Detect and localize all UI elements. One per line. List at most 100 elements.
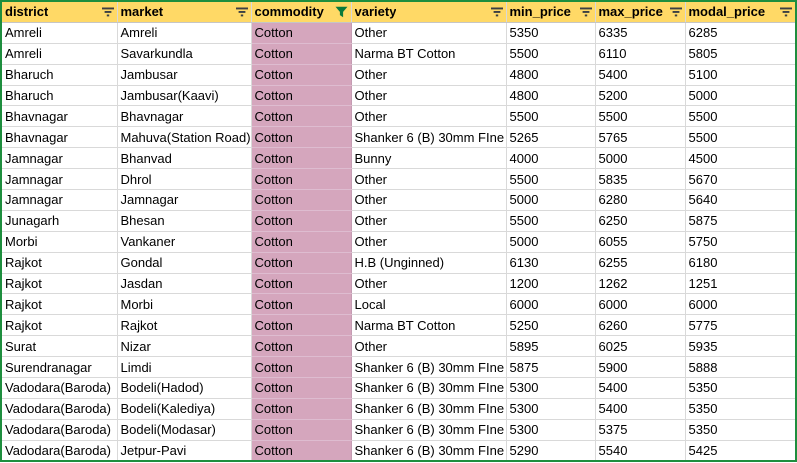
cell-variety[interactable]: Shanker 6 (B) 30mm FIne: [351, 440, 507, 460]
cell-commodity[interactable]: Cotton: [251, 189, 352, 211]
cell-min_price[interactable]: 5300: [506, 419, 596, 441]
cell-min_price[interactable]: 6000: [506, 293, 596, 316]
cell-variety[interactable]: Narma BT Cotton: [351, 314, 507, 337]
cell-market[interactable]: Jambusar(Kaavi): [117, 85, 252, 107]
column-header-min_price[interactable]: min_price: [506, 2, 596, 23]
cell-commodity[interactable]: Cotton: [251, 419, 352, 441]
cell-min_price[interactable]: 5895: [506, 335, 596, 358]
cell-market[interactable]: Savarkundla: [117, 43, 252, 65]
cell-max_price[interactable]: 6335: [595, 22, 686, 44]
cell-district[interactable]: Rajkot: [2, 293, 118, 316]
cell-commodity[interactable]: Cotton: [251, 210, 352, 232]
cell-commodity[interactable]: Cotton: [251, 335, 352, 358]
cell-commodity[interactable]: Cotton: [251, 252, 352, 274]
cell-variety[interactable]: Narma BT Cotton: [351, 43, 507, 65]
cell-market[interactable]: Mahuva(Station Road): [117, 126, 252, 149]
cell-market[interactable]: Jambusar: [117, 64, 252, 86]
filter-icon[interactable]: [669, 6, 682, 17]
cell-modal_price[interactable]: 5775: [685, 314, 795, 337]
cell-min_price[interactable]: 5290: [506, 440, 596, 460]
cell-min_price[interactable]: 5500: [506, 168, 596, 191]
filter-icon[interactable]: [101, 6, 114, 17]
filter-active-funnel-icon[interactable]: [335, 6, 348, 18]
cell-market[interactable]: Limdi: [117, 356, 252, 379]
filter-icon[interactable]: [490, 6, 503, 17]
cell-market[interactable]: Jetpur-Pavi: [117, 440, 252, 460]
cell-market[interactable]: Jasdan: [117, 273, 252, 295]
cell-max_price[interactable]: 1262: [595, 273, 686, 295]
column-header-commodity[interactable]: commodity: [251, 2, 352, 23]
cell-max_price[interactable]: 6110: [595, 43, 686, 65]
cell-min_price[interactable]: 5265: [506, 126, 596, 149]
cell-min_price[interactable]: 5500: [506, 210, 596, 232]
cell-market[interactable]: Gondal: [117, 252, 252, 274]
cell-modal_price[interactable]: 5350: [685, 377, 795, 399]
column-header-modal_price[interactable]: modal_price: [685, 2, 795, 23]
cell-district[interactable]: Amreli: [2, 43, 118, 65]
cell-market[interactable]: Bhesan: [117, 210, 252, 232]
cell-commodity[interactable]: Cotton: [251, 273, 352, 295]
cell-min_price[interactable]: 5000: [506, 231, 596, 253]
filter-icon[interactable]: [235, 6, 248, 17]
cell-commodity[interactable]: Cotton: [251, 377, 352, 399]
cell-modal_price[interactable]: 5875: [685, 210, 795, 232]
cell-variety[interactable]: Other: [351, 64, 507, 86]
cell-district[interactable]: Vadodara(Baroda): [2, 440, 118, 460]
cell-market[interactable]: Bodeli(Modasar): [117, 419, 252, 441]
filter-icon[interactable]: [779, 6, 792, 17]
cell-district[interactable]: Jamnagar: [2, 189, 118, 211]
cell-modal_price[interactable]: 5100: [685, 64, 795, 86]
cell-district[interactable]: Surendranagar: [2, 356, 118, 379]
cell-district[interactable]: Jamnagar: [2, 147, 118, 170]
cell-district[interactable]: Vadodara(Baroda): [2, 419, 118, 441]
cell-commodity[interactable]: Cotton: [251, 231, 352, 253]
cell-min_price[interactable]: 6130: [506, 252, 596, 274]
cell-commodity[interactable]: Cotton: [251, 440, 352, 460]
cell-variety[interactable]: Shanker 6 (B) 30mm FIne: [351, 126, 507, 149]
cell-market[interactable]: Rajkot: [117, 314, 252, 337]
cell-district[interactable]: Jamnagar: [2, 168, 118, 191]
cell-modal_price[interactable]: 5500: [685, 105, 795, 128]
cell-max_price[interactable]: 5500: [595, 105, 686, 128]
cell-commodity[interactable]: Cotton: [251, 85, 352, 107]
cell-market[interactable]: Bhavnagar: [117, 105, 252, 128]
cell-commodity[interactable]: Cotton: [251, 22, 352, 44]
cell-variety[interactable]: Other: [351, 105, 507, 128]
cell-modal_price[interactable]: 5500: [685, 126, 795, 149]
cell-max_price[interactable]: 5000: [595, 147, 686, 170]
cell-commodity[interactable]: Cotton: [251, 356, 352, 379]
cell-market[interactable]: Nizar: [117, 335, 252, 358]
cell-variety[interactable]: Other: [351, 168, 507, 191]
cell-commodity[interactable]: Cotton: [251, 105, 352, 128]
cell-district[interactable]: Bharuch: [2, 64, 118, 86]
cell-min_price[interactable]: 4800: [506, 85, 596, 107]
cell-commodity[interactable]: Cotton: [251, 168, 352, 191]
cell-max_price[interactable]: 6025: [595, 335, 686, 358]
cell-market[interactable]: Bodeli(Hadod): [117, 377, 252, 399]
cell-min_price[interactable]: 5350: [506, 22, 596, 44]
cell-variety[interactable]: Shanker 6 (B) 30mm FIne: [351, 398, 507, 420]
cell-modal_price[interactable]: 1251: [685, 273, 795, 295]
cell-market[interactable]: Morbi: [117, 293, 252, 316]
cell-commodity[interactable]: Cotton: [251, 293, 352, 316]
cell-min_price[interactable]: 4800: [506, 64, 596, 86]
cell-market[interactable]: Bodeli(Kalediya): [117, 398, 252, 420]
cell-max_price[interactable]: 5765: [595, 126, 686, 149]
cell-commodity[interactable]: Cotton: [251, 64, 352, 86]
cell-variety[interactable]: Shanker 6 (B) 30mm FIne: [351, 356, 507, 379]
cell-commodity[interactable]: Cotton: [251, 43, 352, 65]
cell-district[interactable]: Surat: [2, 335, 118, 358]
column-header-max_price[interactable]: max_price: [595, 2, 686, 23]
column-header-variety[interactable]: variety: [351, 2, 507, 23]
cell-min_price[interactable]: 5875: [506, 356, 596, 379]
cell-max_price[interactable]: 6055: [595, 231, 686, 253]
cell-market[interactable]: Dhrol: [117, 168, 252, 191]
cell-min_price[interactable]: 4000: [506, 147, 596, 170]
cell-variety[interactable]: Other: [351, 189, 507, 211]
cell-modal_price[interactable]: 5670: [685, 168, 795, 191]
cell-max_price[interactable]: 6280: [595, 189, 686, 211]
cell-modal_price[interactable]: 6000: [685, 293, 795, 316]
cell-market[interactable]: Jamnagar: [117, 189, 252, 211]
cell-market[interactable]: Vankaner: [117, 231, 252, 253]
cell-district[interactable]: Amreli: [2, 22, 118, 44]
